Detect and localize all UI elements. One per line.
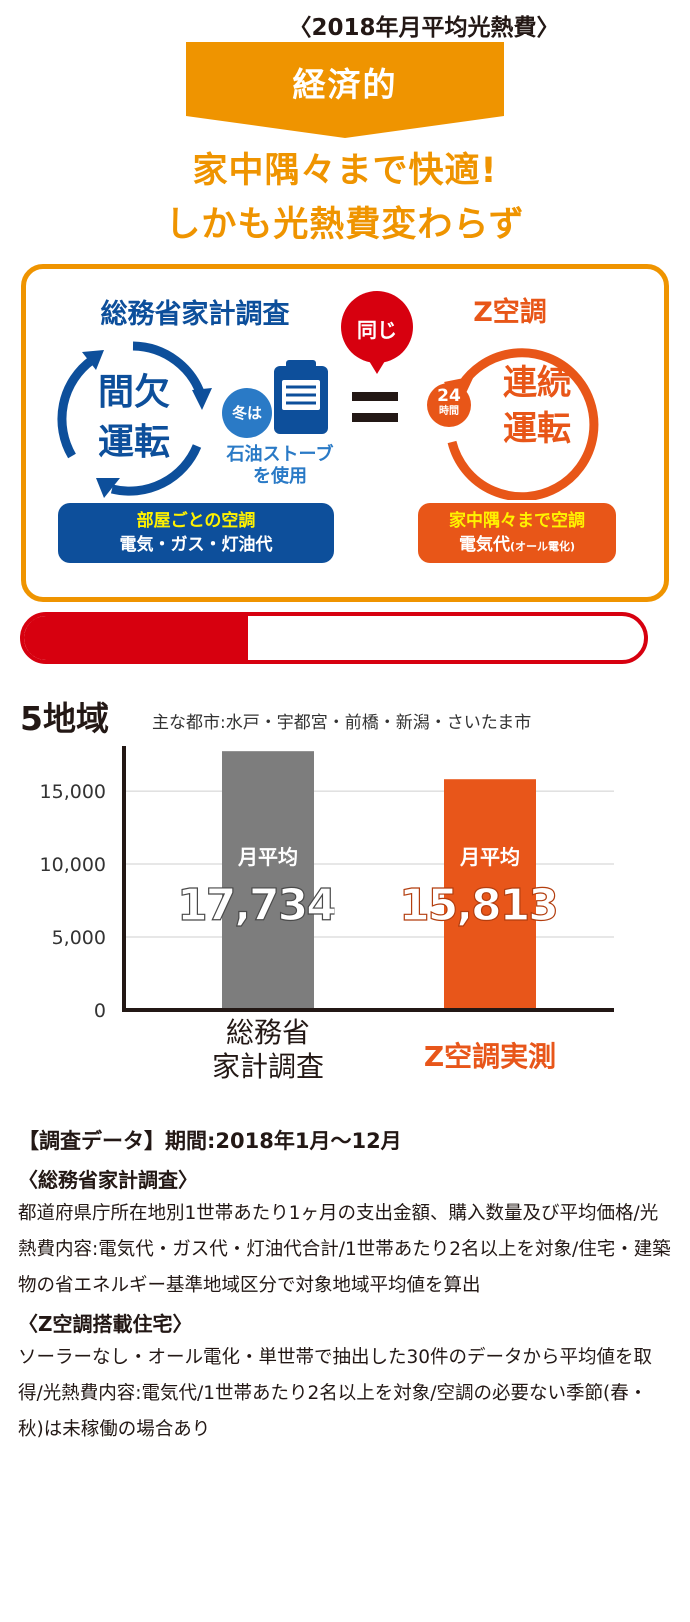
measure-banner	[20, 612, 648, 664]
x-category-label: 総務省	[226, 1016, 310, 1049]
intermittent-operation-label: 間欠 運転	[97, 372, 170, 463]
kerosene-stove-icon	[274, 360, 328, 434]
region-cities: 主な都市:水戸・宇都宮・前橋・新潟・さいたま市	[152, 713, 532, 733]
y-tick-label: 10,000	[40, 854, 106, 876]
right-pill-note: (オール電化)	[509, 540, 576, 553]
notes-heading: 【調査データ】期間:2018年1月〜12月	[18, 1129, 402, 1153]
bar-value-label: 15,813	[399, 880, 557, 931]
note-body-zkucho: ソーラーなし・オール電化・単世帯で抽出した30件のデータから平均値を取得/光熱費…	[18, 1347, 653, 1440]
x-category-label: 家計調査	[212, 1050, 324, 1083]
stove-label: 石油ストーブ を使用	[226, 444, 334, 487]
region-title: 5地域	[20, 699, 109, 738]
note-title-zkucho: 〈Z空調搭載住宅〉	[18, 1312, 193, 1336]
headline-line-1: 家中隅々まで快適!	[192, 151, 498, 191]
measure-sub: 〈2018年月平均光熱費〉	[288, 15, 560, 41]
speech-bubble-icon	[341, 291, 413, 374]
bar	[222, 751, 314, 1010]
measure-label-background	[24, 616, 248, 660]
cycle-arrows-icon	[57, 341, 212, 498]
equals-icon	[352, 392, 398, 422]
right-pill: 家中隅々まで空調 電気代(オール電化)	[418, 503, 616, 563]
ribbon-label: 経済的	[292, 65, 398, 104]
left-title: 総務省家計調査	[100, 299, 290, 330]
x-category-label: Z空調実測	[424, 1040, 556, 1073]
right-pill-top: 家中隅々まで空調	[449, 511, 585, 531]
left-pill-bottom: 電気・ガス・灯油代	[119, 535, 273, 555]
y-tick-label: 15,000	[40, 781, 106, 803]
bar-caption: 月平均	[237, 845, 298, 869]
right-pill-bottom-row: 電気代(オール電化)	[418, 533, 616, 559]
measure-label: 実測値比較	[52, 14, 172, 42]
left-pill-top: 部屋ごとの空調	[136, 511, 256, 531]
y-tick-label: 0	[94, 1000, 106, 1022]
bar-value-label: 17,734	[177, 880, 335, 931]
utility-cost-chart: 05,00010,00015,000月平均17,734円月平均15,813円総務…	[40, 746, 614, 1083]
bar-value-unit: 円	[555, 901, 577, 926]
headline-line-2: しかも光熱費変わらず	[165, 205, 525, 245]
y-tick-label: 5,000	[52, 927, 106, 949]
badge-unit: 時間	[439, 406, 459, 417]
badge-number: 24	[437, 386, 461, 406]
winter-badge: 冬は	[222, 388, 272, 438]
bar-value-unit: 円	[333, 901, 355, 926]
bar-caption: 月平均	[459, 845, 520, 869]
comparison-box	[21, 264, 669, 602]
note-title-survey: 〈総務省家計調査〉	[18, 1168, 198, 1192]
notes: 【調査データ】期間:2018年1月〜12月 〈総務省家計調査〉 都道府県庁所在地…	[18, 1124, 672, 1452]
right-title: Z空調	[473, 297, 547, 328]
right-pill-bottom: 電気代	[458, 535, 510, 555]
24-hours-badge: 24 時間	[427, 383, 471, 427]
header-ribbon	[186, 42, 504, 138]
bar	[444, 779, 536, 1010]
note-body-survey: 都道府県庁所在地別1世帯あたり1ヶ月の支出金額、購入数量及び平均価格/光熱費内容…	[18, 1203, 671, 1296]
same-label: 同じ	[357, 318, 397, 342]
continuous-operation-label: 連続 運転	[503, 363, 571, 449]
left-pill: 部屋ごとの空調 電気・ガス・灯油代	[58, 503, 334, 563]
